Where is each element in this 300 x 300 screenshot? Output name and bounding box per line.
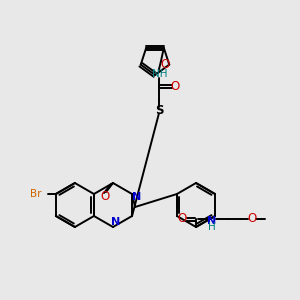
Text: H: H	[208, 222, 216, 232]
Text: N: N	[207, 216, 217, 226]
Text: O: O	[170, 80, 179, 93]
Text: O: O	[177, 212, 187, 226]
Text: S: S	[156, 104, 164, 117]
Text: O: O	[100, 190, 109, 202]
Text: O: O	[160, 58, 170, 71]
Text: O: O	[248, 212, 256, 226]
Text: N: N	[132, 192, 142, 202]
Text: Br: Br	[30, 189, 42, 199]
Text: NH: NH	[152, 69, 168, 79]
Text: N: N	[111, 217, 121, 227]
